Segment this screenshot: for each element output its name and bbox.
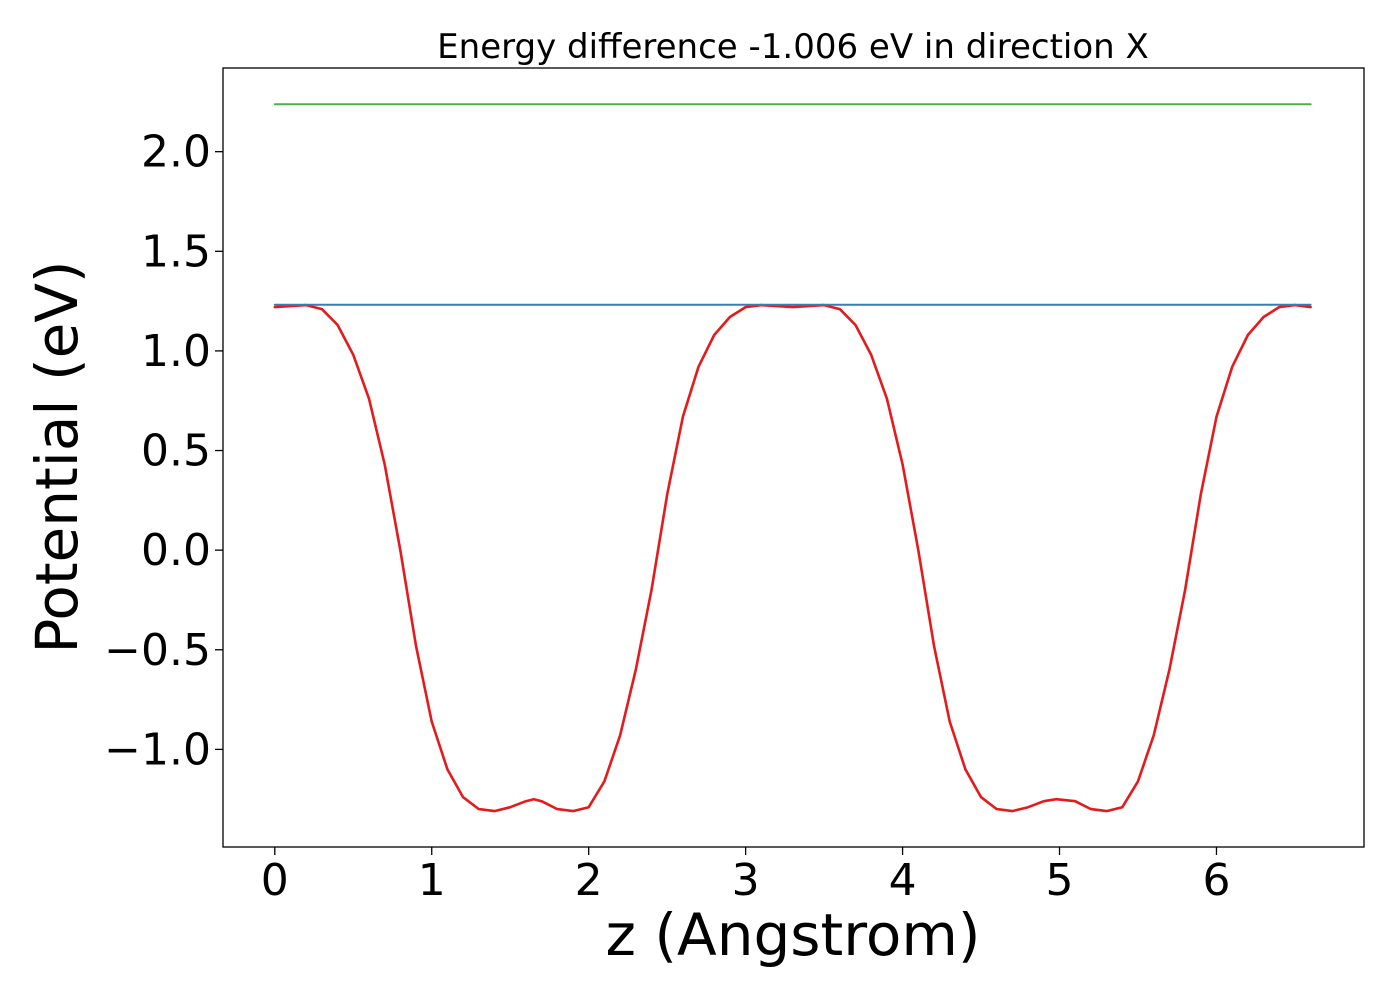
x-tick-label: 4 <box>889 855 917 906</box>
chart-title: Energy difference -1.006 eV in direction… <box>437 27 1149 67</box>
x-tick-label: 5 <box>1046 855 1074 906</box>
x-tick-label: 3 <box>732 855 760 906</box>
y-axis-ticks: −1.0 −0.5 0.0 0.5 1.0 1.5 2.0 <box>104 127 223 775</box>
potential-curve <box>273 303 1312 813</box>
x-tick-label: 1 <box>418 855 446 906</box>
y-tick-label: −0.5 <box>104 625 211 676</box>
y-tick-label: 2.0 <box>141 127 211 178</box>
y-tick-label: 1.0 <box>141 326 211 377</box>
y-tick-label: 0.5 <box>141 426 211 477</box>
y-axis-label: Potential (eV) <box>23 260 91 653</box>
y-tick-label: 1.5 <box>141 226 211 277</box>
x-axis-ticks: 0 1 2 3 4 5 6 <box>261 847 1230 906</box>
y-tick-label: −1.0 <box>104 724 211 775</box>
x-tick-label: 0 <box>261 855 289 906</box>
plot-frame <box>222 67 1365 848</box>
y-tick-label: 0.0 <box>141 525 211 576</box>
x-axis-label: z (Angstrom) <box>606 901 981 969</box>
plot-area <box>273 103 1312 813</box>
x-tick-label: 6 <box>1202 855 1230 906</box>
x-tick-label: 2 <box>575 855 603 906</box>
